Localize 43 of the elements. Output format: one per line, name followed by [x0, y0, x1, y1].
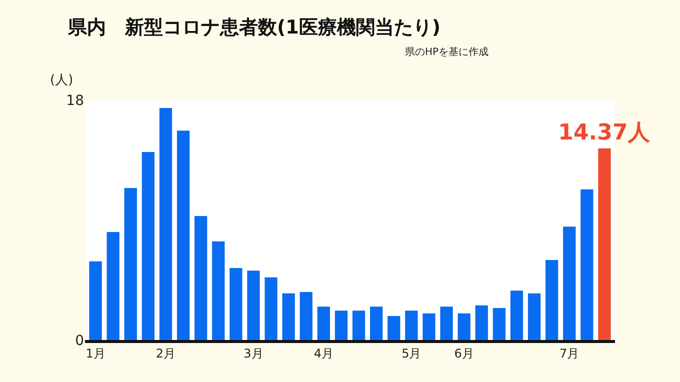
bar [212, 241, 225, 340]
bar [563, 226, 576, 340]
bar [194, 216, 208, 340]
bar [264, 277, 278, 340]
bar [528, 293, 541, 340]
bar [176, 130, 190, 340]
bar [142, 152, 154, 340]
x-tick-label: 7月 [560, 346, 580, 360]
bar [282, 293, 295, 340]
x-tick-label: 2月 [156, 346, 176, 360]
y-tick-label: 0 [75, 332, 84, 349]
bar [89, 261, 102, 340]
bar [546, 260, 558, 340]
bar [440, 306, 453, 340]
data-label: 14.37人 [558, 120, 651, 146]
bar [422, 313, 436, 340]
chart-subtitle: 県のHPを基に作成 [405, 46, 489, 58]
bar [580, 189, 594, 340]
chart-title: 県内 新型コロナ患者数(1医療機関当たり) [67, 16, 441, 38]
bar [159, 108, 172, 340]
bar [124, 188, 137, 340]
bar [492, 308, 506, 340]
x-tick-label: 5月 [402, 346, 422, 360]
bar [230, 268, 242, 340]
bar [334, 310, 348, 340]
bar [317, 306, 330, 340]
bar [458, 313, 470, 340]
bar [247, 270, 260, 340]
x-tick-label: 3月 [244, 346, 264, 360]
bar [475, 305, 488, 340]
x-tick-label: 4月 [314, 346, 334, 360]
bar [106, 232, 120, 340]
x-tick-label: 6月 [454, 346, 474, 360]
bar [388, 316, 400, 340]
bar [510, 290, 524, 340]
bar [405, 310, 418, 340]
bar [352, 310, 366, 340]
x-tick-label: 1月 [86, 346, 106, 360]
bar [370, 306, 383, 340]
bar [598, 148, 611, 340]
y-tick-label: 18 [66, 92, 84, 109]
bar [300, 292, 312, 340]
y-axis-title: (人) [50, 73, 74, 88]
